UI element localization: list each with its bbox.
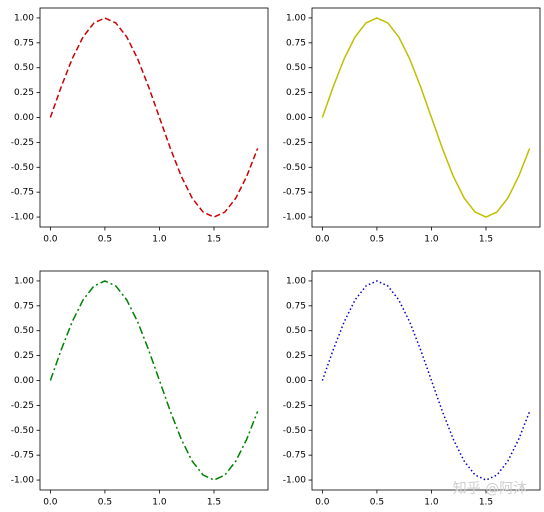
y-tick-label: 1.00 <box>14 276 34 286</box>
y-tick-label: -0.75 <box>283 188 306 198</box>
x-tick-label: 0.5 <box>98 235 112 245</box>
x-tick-label: 1.0 <box>424 235 439 245</box>
y-tick-label: 0.75 <box>14 38 34 48</box>
y-tick-label: 1.00 <box>14 13 34 23</box>
y-tick-label: 1.00 <box>286 276 306 286</box>
y-tick-label: 0.25 <box>14 351 34 361</box>
y-tick-label: 0.25 <box>286 88 306 98</box>
y-tick-label: -0.50 <box>11 163 35 173</box>
y-tick-label: 0.50 <box>14 326 34 336</box>
y-tick-label: 0.00 <box>14 113 34 123</box>
x-tick-label: 0.0 <box>43 498 58 508</box>
y-tick-label: -1.00 <box>283 476 307 486</box>
y-tick-label: 0.25 <box>286 351 306 361</box>
y-tick-label: -0.75 <box>11 188 34 198</box>
x-tick-label: 1.5 <box>207 235 221 245</box>
y-tick-label: 0.75 <box>14 301 34 311</box>
x-tick-label: 1.0 <box>152 235 167 245</box>
y-tick-label: 0.50 <box>286 63 306 73</box>
x-tick-label: 1.5 <box>207 498 221 508</box>
y-tick-label: -0.25 <box>11 401 34 411</box>
x-tick-label: 0.5 <box>98 498 112 508</box>
y-tick-label: 0.50 <box>286 326 306 336</box>
x-tick-label: 0.0 <box>315 498 330 508</box>
y-tick-label: 1.00 <box>286 13 306 23</box>
y-tick-label: 0.00 <box>286 113 306 123</box>
y-tick-label: -0.75 <box>283 451 306 461</box>
y-tick-label: -0.75 <box>11 451 34 461</box>
y-tick-label: -0.50 <box>283 426 307 436</box>
y-tick-label: -0.50 <box>283 163 307 173</box>
y-tick-label: 0.75 <box>286 301 306 311</box>
watermark: 知乎 @阿沐 <box>453 480 527 497</box>
y-tick-label: -0.25 <box>11 138 34 148</box>
line <box>49 17 259 218</box>
y-tick-label: -1.00 <box>11 476 35 486</box>
x-tick-label: 1.0 <box>152 498 167 508</box>
x-tick-label: 1.0 <box>424 498 439 508</box>
y-tick-label: -0.50 <box>11 426 35 436</box>
x-tick-label: 1.5 <box>479 498 493 508</box>
x-tick-label: 0.0 <box>43 235 58 245</box>
y-tick-label: -0.25 <box>283 401 306 411</box>
y-tick-label: 0.00 <box>14 376 34 386</box>
line <box>321 280 531 481</box>
y-tick-label: 0.25 <box>14 88 34 98</box>
y-tick-label: 0.00 <box>286 376 306 386</box>
x-tick-label: 0.5 <box>370 498 384 508</box>
y-tick-label: -1.00 <box>283 213 307 223</box>
x-tick-label: 0.5 <box>370 235 384 245</box>
y-tick-label: 0.75 <box>286 38 306 48</box>
y-tick-label: 0.50 <box>14 63 34 73</box>
x-tick-label: 1.5 <box>479 235 493 245</box>
line <box>321 17 531 218</box>
x-tick-label: 0.0 <box>315 235 330 245</box>
y-tick-label: -1.00 <box>11 213 35 223</box>
y-tick-label: -0.25 <box>283 138 306 148</box>
